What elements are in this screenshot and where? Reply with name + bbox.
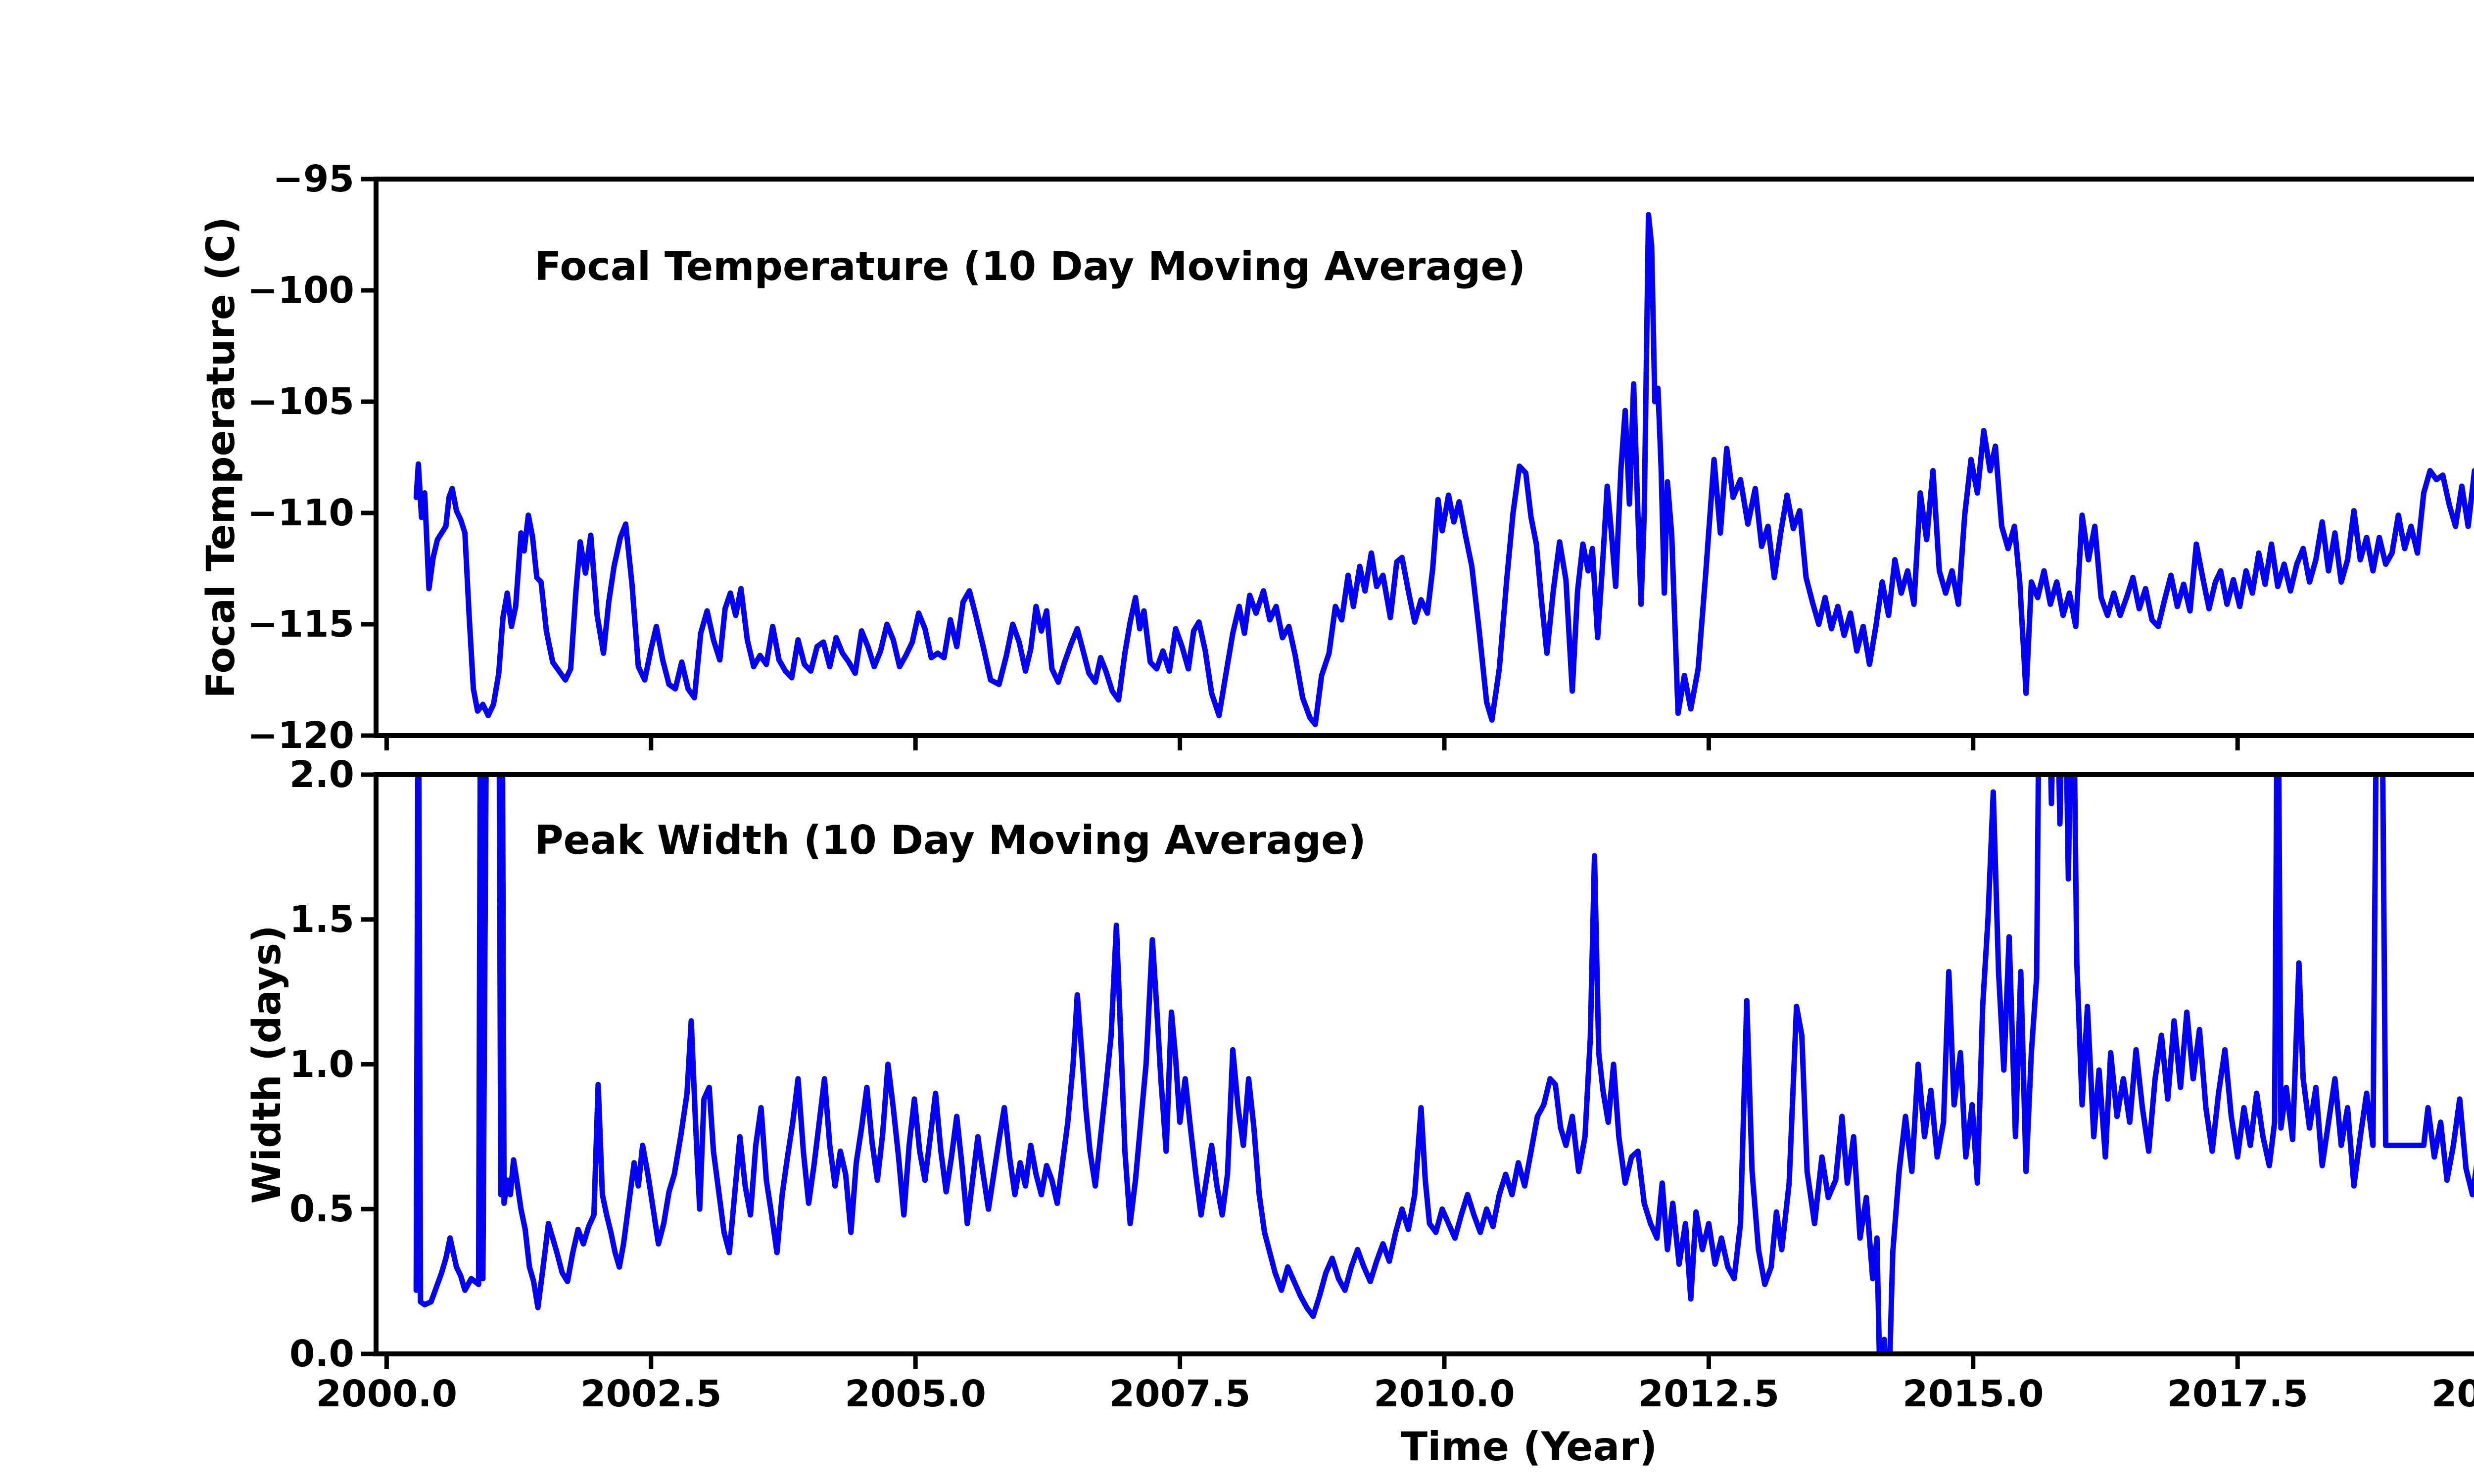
y-tick-label: −110 (247, 492, 354, 534)
y-tick-label: 2.0 (289, 753, 354, 796)
y-tick-label: 0.0 (289, 1333, 354, 1375)
x-tick-label: 2002.5 (580, 1373, 722, 1415)
y-tick-label: 1.0 (289, 1043, 354, 1086)
x-tick-label: 2015.0 (1903, 1373, 2044, 1415)
peak_width_days-line (413, 775, 2474, 1354)
y-tick-label: 0.5 (289, 1188, 354, 1231)
bottom-panel-title: Peak Width (10 Day Moving Average) (534, 817, 1366, 863)
top-panel-title: Focal Temperature (10 Day Moving Average… (534, 243, 1526, 289)
y-tick-label: −120 (247, 714, 354, 757)
x-tick-label: 2020.0 (2431, 1373, 2474, 1415)
x-tick-label: 2012.5 (1638, 1373, 1780, 1415)
y-tick-label: −105 (247, 380, 354, 423)
x-tick-label: 2010.0 (1374, 1373, 1515, 1415)
y-tick-label: 1.5 (289, 898, 354, 941)
top-panel-spines (374, 177, 2474, 738)
y-tick-label: −115 (247, 603, 354, 646)
top-y-axis-label: Focal Temperature (C) (199, 217, 243, 698)
y-tick-label: −95 (273, 158, 354, 200)
bottom-y-axis-label: Width (days) (245, 925, 289, 1204)
x-tick-label: 2017.5 (2167, 1373, 2308, 1415)
x-tick-label: 2005.0 (845, 1373, 986, 1415)
y-tick-label: −100 (247, 269, 354, 312)
x-tick-label: 2007.5 (1109, 1373, 1251, 1415)
focal_temperature_c-line (413, 212, 2474, 727)
x-tick-label: 2000.0 (316, 1373, 458, 1415)
x-axis-label: Time (Year) (1400, 1424, 1658, 1470)
